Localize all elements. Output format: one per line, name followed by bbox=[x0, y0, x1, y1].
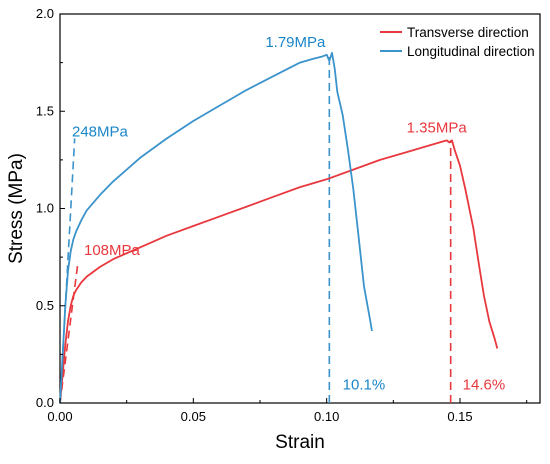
annotation-label: 10.1% bbox=[343, 376, 386, 393]
legend-label: Longitudinal direction bbox=[407, 44, 535, 59]
x-axis-title: Strain bbox=[275, 432, 325, 453]
series-line bbox=[59, 52, 373, 404]
y-tick-label: 1.0 bbox=[36, 201, 54, 216]
annotation-label: 1.35MPa bbox=[407, 120, 468, 137]
series-line bbox=[59, 139, 499, 404]
series-lines bbox=[59, 52, 499, 404]
annotation-label: 14.6% bbox=[463, 376, 506, 393]
x-tick-label: 0.05 bbox=[181, 409, 206, 424]
x-tick-label: 0.10 bbox=[314, 409, 339, 424]
legend: Transverse direction Longitudinal directi… bbox=[380, 25, 535, 59]
y-axis-title: Stress (MPa) bbox=[6, 153, 27, 264]
annotation-label: 1.79MPa bbox=[265, 34, 326, 51]
legend-label: Transverse direction bbox=[407, 25, 529, 40]
y-tick-label: 0.0 bbox=[36, 395, 54, 410]
plot-border bbox=[59, 13, 541, 404]
y-tick-label: 1.5 bbox=[36, 103, 54, 118]
reference-line bbox=[59, 260, 79, 404]
annotation-label: 108MPa bbox=[84, 242, 141, 259]
annotation-label: 248MPa bbox=[72, 124, 129, 141]
plot-frame bbox=[59, 13, 541, 404]
reference-lines bbox=[59, 54, 452, 404]
x-tick-label: 0.00 bbox=[47, 409, 72, 424]
annotations: 248MPa 108MPa 1.79MPa 1.35MPa 10.1% 14.6% bbox=[72, 34, 505, 393]
axis-ticks: 0.00 0.05 0.10 0.15 0.0 0.5 1.0 1.5 2.0 bbox=[36, 6, 528, 424]
y-tick-label: 2.0 bbox=[36, 6, 54, 21]
y-tick-label: 0.5 bbox=[36, 298, 54, 313]
x-tick-label: 0.15 bbox=[447, 409, 472, 424]
